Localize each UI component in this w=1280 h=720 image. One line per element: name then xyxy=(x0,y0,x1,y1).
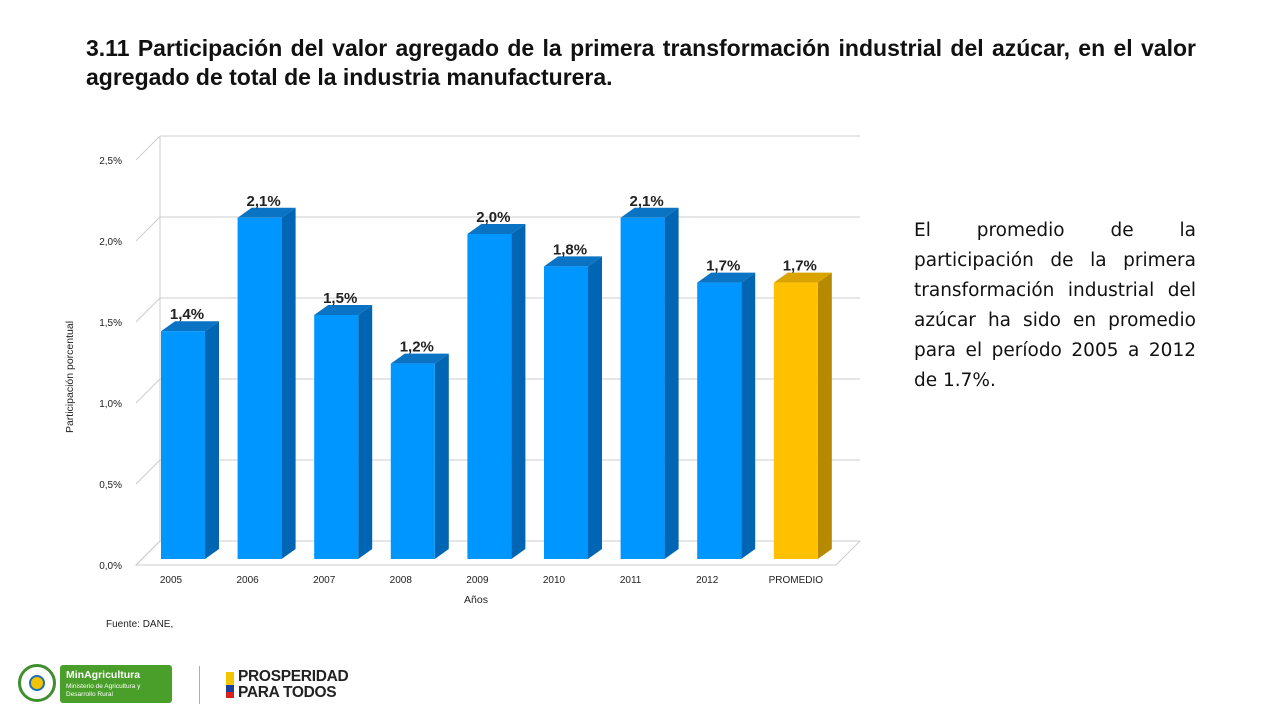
bar xyxy=(697,282,742,559)
x-tick-label: 2010 xyxy=(543,575,566,586)
bar-side xyxy=(281,207,296,560)
bar xyxy=(773,282,818,559)
source-note: Fuente: DANE, xyxy=(106,619,174,630)
data-label: 1,8% xyxy=(553,241,587,258)
gridline-side xyxy=(135,135,161,161)
ministry-subtitle: Ministerio de Agricultura y Desarrollo R… xyxy=(66,683,141,698)
bar xyxy=(544,266,588,559)
bar xyxy=(620,217,665,560)
data-label: 1,7% xyxy=(783,258,817,275)
x-tick-label: 2012 xyxy=(696,575,719,586)
bar-top xyxy=(237,207,296,218)
bar-side xyxy=(205,321,219,559)
bar-side xyxy=(741,272,756,559)
gridline-side xyxy=(135,297,161,323)
minagricultura-logo: MinAgricultura Ministerio de Agricultura… xyxy=(60,665,172,703)
bar-top xyxy=(161,321,219,332)
x-tick-label: 2005 xyxy=(160,575,183,586)
bar-side xyxy=(817,272,832,559)
bar-top xyxy=(697,272,756,283)
bar-top xyxy=(467,224,526,234)
gridline-side xyxy=(135,459,161,485)
data-label: 2,0% xyxy=(476,209,510,226)
y-tick-label: 1,5% xyxy=(99,318,122,329)
bar-side xyxy=(664,207,679,560)
bar xyxy=(467,234,512,559)
y-tick-label: 0,0% xyxy=(99,561,122,572)
data-label: 1,2% xyxy=(400,339,434,356)
bar-top xyxy=(544,256,602,267)
data-label: 1,7% xyxy=(706,258,740,275)
gridline-side xyxy=(135,378,161,404)
bar-side xyxy=(358,305,373,559)
y-tick-label: 1,0% xyxy=(99,399,122,410)
prosperidad-logo: PROSPERIDAD PARA TODOS xyxy=(238,668,349,701)
x-tick-label: 2006 xyxy=(236,575,259,586)
y-tick-label: 2,0% xyxy=(99,237,122,248)
bar-top xyxy=(314,305,373,315)
flag-icon xyxy=(226,672,234,698)
x-tick-label: 2009 xyxy=(466,575,489,586)
ministry-name: MinAgricultura xyxy=(66,669,141,681)
coat-of-arms-logo xyxy=(18,664,56,702)
data-label: 1,5% xyxy=(323,290,357,307)
y-tick-label: 2,5% xyxy=(99,156,122,167)
gridline-side xyxy=(135,216,161,242)
bar xyxy=(161,331,205,559)
slogan-line-1: PROSPERIDAD xyxy=(238,668,349,685)
bar xyxy=(314,315,359,559)
bar xyxy=(390,363,435,559)
x-tick-label: 2011 xyxy=(620,575,642,586)
bar-top xyxy=(773,272,832,283)
logo-divider xyxy=(199,666,200,704)
data-label: 2,1% xyxy=(246,193,280,210)
chart-title: 3.11 Participación del valor agregado de… xyxy=(86,35,1196,90)
bar-top xyxy=(620,207,679,218)
x-tick-label: 2008 xyxy=(390,575,413,586)
slogan-line-2: PARA TODOS xyxy=(238,684,337,701)
bar-side xyxy=(511,224,526,559)
x-tick-label: PROMEDIO xyxy=(769,575,824,586)
x-tick-label: 2007 xyxy=(313,575,336,586)
data-label: 1,4% xyxy=(170,306,204,323)
y-tick-label: 0,5% xyxy=(99,480,122,491)
data-label: 2,1% xyxy=(629,193,663,210)
bar-top xyxy=(390,353,449,364)
bar xyxy=(237,217,282,560)
bar-side xyxy=(588,256,602,559)
summary-text: El promedio de la participación de la pr… xyxy=(914,220,1196,391)
bar-side xyxy=(434,353,449,559)
y-axis-title: Participación porcentual xyxy=(64,321,76,433)
chart-floor xyxy=(134,540,862,566)
x-axis-title: Años xyxy=(464,594,488,606)
